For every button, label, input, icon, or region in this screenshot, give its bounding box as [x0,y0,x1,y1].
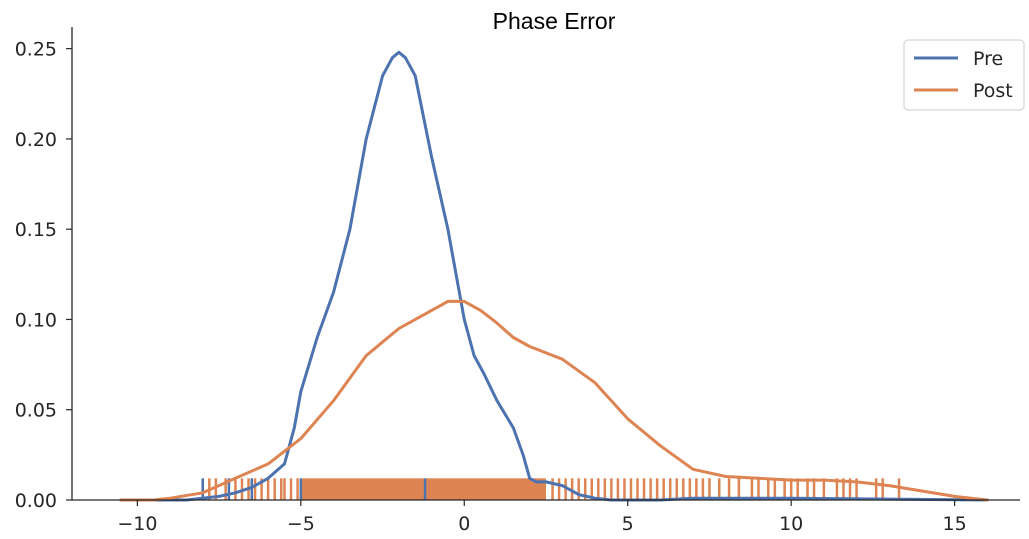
x-tick-label: 0 [458,513,470,535]
y-tick-label: 0.20 [15,129,57,151]
series-line-pre [119,50,989,502]
lines-layer [119,50,989,502]
x-ticks: −10 −5 0 5 10 15 [117,500,967,535]
y-tick-label: 0.15 [15,219,57,241]
y-ticks: 0.00 0.05 0.10 0.15 0.20 0.25 [15,39,72,512]
y-tick-label: 0.00 [15,490,57,512]
x-tick-label: 15 [943,513,967,535]
legend-label-post: Post [973,80,1013,102]
rug-dense-band-post [300,478,546,500]
x-tick-label: −5 [287,513,315,535]
series-line-post [119,299,989,502]
y-tick-label: 0.25 [15,39,57,61]
legend: Pre Post [903,39,1025,111]
y-tick-label: 0.10 [15,309,57,331]
rug-layer [201,478,901,500]
x-tick-label: 5 [622,513,634,535]
chart-title: Phase Error [493,8,616,34]
y-tick-label: 0.05 [15,400,57,422]
legend-label-pre: Pre [973,48,1003,70]
x-tick-label: −10 [117,513,157,535]
x-tick-label: 10 [779,513,803,535]
